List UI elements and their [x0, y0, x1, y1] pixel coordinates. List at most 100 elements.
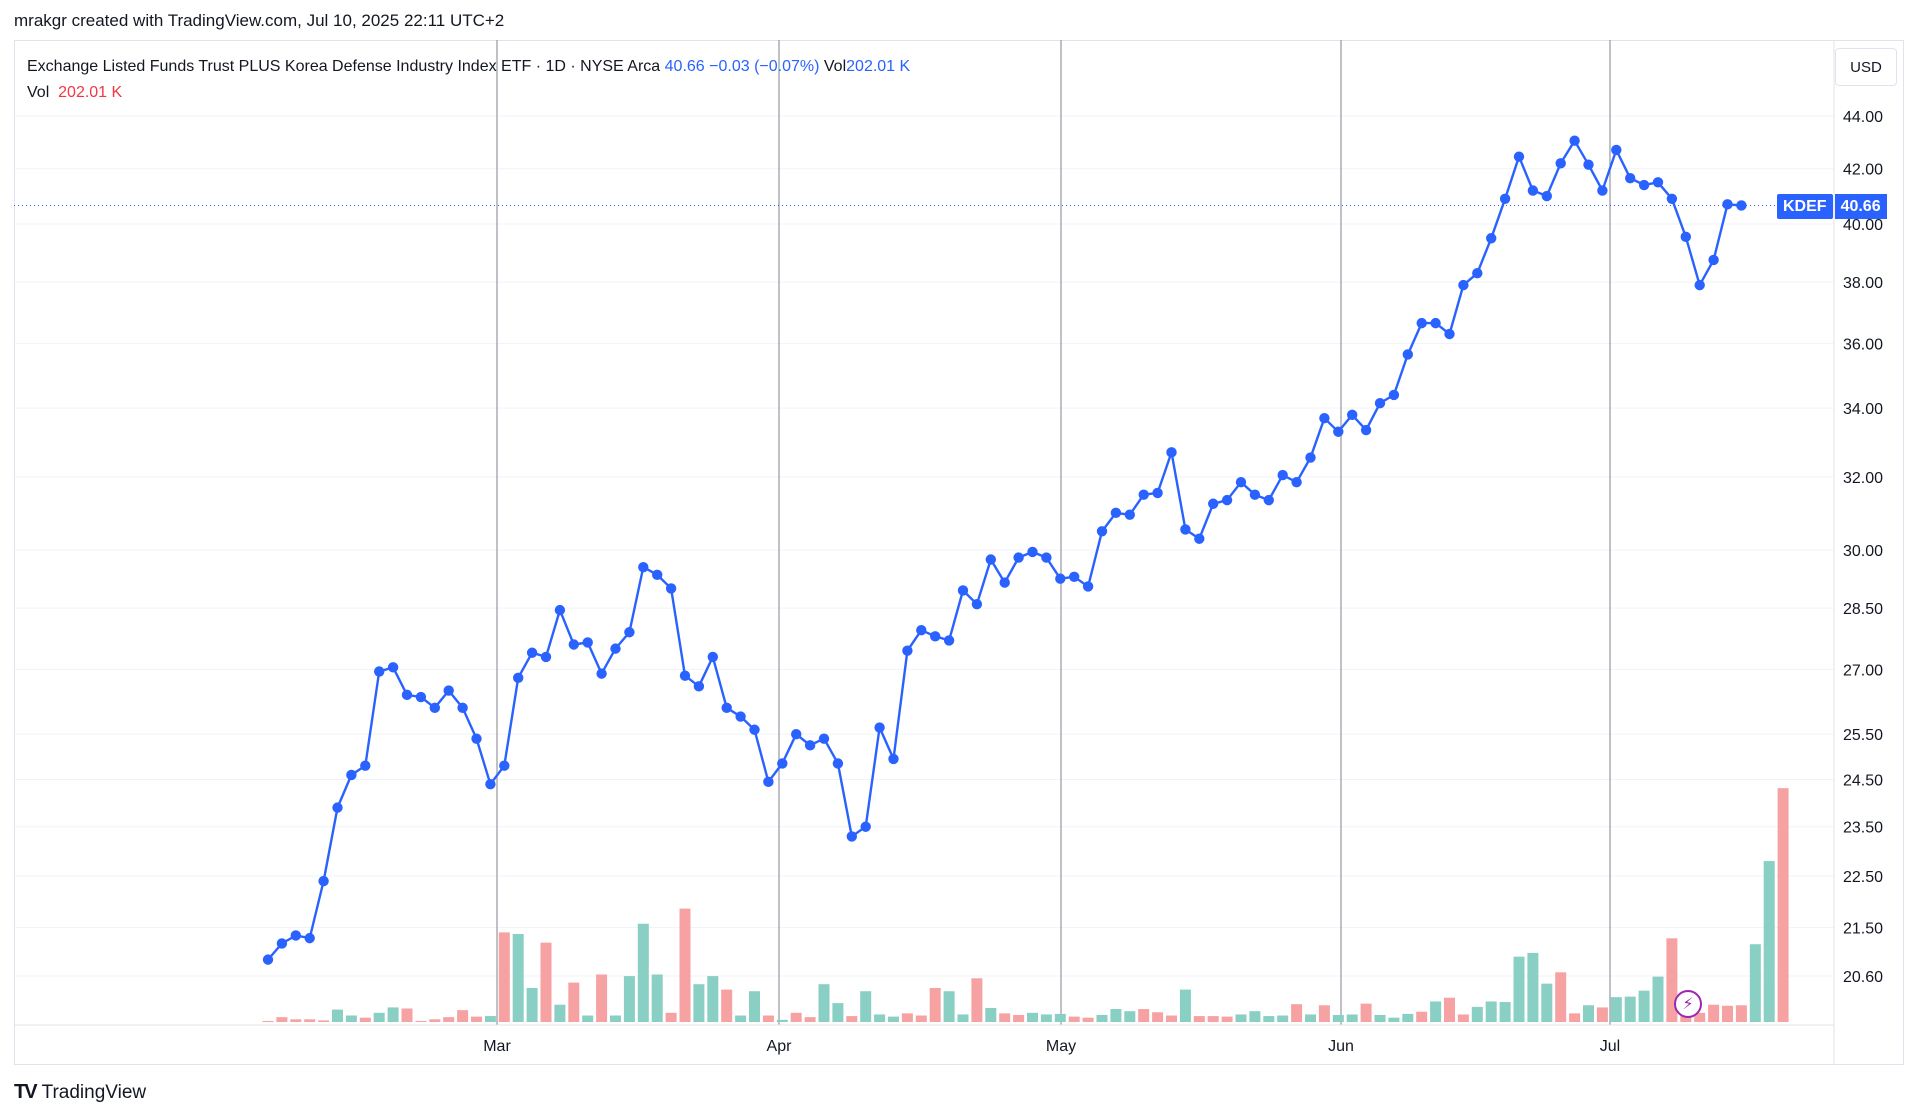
price-point: [443, 685, 454, 696]
y-tick-label: 27.00: [1843, 662, 1883, 679]
volume-bar: [498, 932, 510, 1022]
price-point: [1082, 581, 1094, 592]
volume-bar: [1263, 1016, 1275, 1022]
volume-bar: [985, 1007, 997, 1022]
price-point: [346, 769, 357, 781]
volume-bar: [818, 984, 830, 1022]
price-point: [1527, 185, 1539, 196]
price-point: [1611, 144, 1622, 156]
volume-bar: [762, 1015, 774, 1022]
price-point: [1666, 193, 1678, 204]
volume-bar: [707, 976, 719, 1022]
currency-button[interactable]: USD: [1835, 48, 1897, 86]
price-point: [957, 585, 969, 596]
price-point: [1444, 328, 1455, 340]
volume-bar: [1291, 1004, 1303, 1022]
price-point: [1096, 526, 1108, 537]
volume-bar: [665, 1012, 677, 1022]
price-point: [1597, 185, 1608, 196]
volume-bar: [1596, 1007, 1608, 1022]
volume-bar: [345, 1015, 357, 1022]
legend-change: −0.03 (−0.07%): [709, 58, 820, 75]
price-point: [610, 643, 621, 654]
volume-bar: [1277, 1015, 1289, 1022]
volume-bar: [1471, 1006, 1483, 1022]
price-point: [818, 733, 830, 744]
price-point: [1194, 533, 1205, 544]
volume-bar: [276, 1017, 288, 1022]
price-point: [1263, 494, 1275, 506]
price-point: [985, 554, 996, 565]
price-point: [1374, 397, 1386, 409]
price-tag-symbol: KDEF: [1777, 194, 1833, 219]
volume-bar: [1054, 1013, 1066, 1022]
volume-bar: [387, 1007, 399, 1022]
legend-price: 40.66: [664, 58, 705, 75]
price-point: [1458, 279, 1469, 291]
price-point: [513, 672, 524, 684]
volume-bar: [1610, 997, 1622, 1022]
volume-bar: [915, 1015, 927, 1022]
price-point: [1625, 173, 1636, 184]
volume-bar: [1068, 1016, 1080, 1022]
y-tick-label: 32.00: [1843, 470, 1883, 487]
tradingview-brand[interactable]: TV TradingView: [14, 1081, 146, 1104]
volume-bar: [415, 1020, 427, 1022]
volume-bar: [1235, 1014, 1247, 1022]
price-point: [971, 598, 983, 610]
chart-frame[interactable]: [14, 40, 1904, 1065]
price-point: [1027, 546, 1038, 558]
volume-bar: [1152, 1012, 1164, 1022]
price-point: [1680, 231, 1692, 243]
price-point: [1569, 135, 1580, 146]
price-point: [1555, 158, 1566, 169]
volume-bar: [1763, 861, 1775, 1022]
volume-bar: [999, 1013, 1011, 1022]
y-tick-label: 40.00: [1843, 217, 1883, 234]
volume-bar: [1332, 1014, 1344, 1022]
price-point: [290, 930, 301, 941]
volume-bar: [1527, 952, 1539, 1022]
volume-bar: [1013, 1014, 1025, 1022]
y-tick-label: 24.50: [1843, 773, 1883, 790]
volume-bar: [1138, 1009, 1150, 1022]
price-point: [860, 821, 871, 832]
price-point: [360, 760, 371, 771]
price-point: [1388, 389, 1400, 401]
price-point: [568, 639, 579, 650]
price-point: [749, 724, 760, 735]
volume-bar: [1666, 938, 1678, 1022]
price-point: [888, 753, 899, 765]
volume-bar: [1749, 944, 1761, 1022]
x-tick-label: Jun: [1328, 1038, 1354, 1055]
x-tick-label: Mar: [483, 1038, 511, 1055]
y-tick-label: 23.50: [1843, 820, 1883, 837]
price-tag-value: 40.66: [1834, 194, 1887, 219]
price-point: [1638, 179, 1650, 191]
price-point: [1499, 193, 1511, 204]
volume-bar: [1221, 1016, 1233, 1022]
volume-bar: [401, 1008, 413, 1022]
volume-bar: [457, 1010, 469, 1022]
volume-bar: [721, 989, 733, 1022]
price-point: [276, 938, 288, 949]
price-point: [1069, 571, 1080, 582]
x-tick-label: Apr: [767, 1038, 793, 1055]
legend-line-2: Vol 202.01 K: [27, 80, 910, 106]
lightning-bolt-icon[interactable]: ⚡: [1674, 990, 1702, 1018]
price-point: [1055, 573, 1066, 584]
price-point: [1360, 424, 1372, 436]
volume-bar: [471, 1016, 482, 1022]
volume-bar: [582, 1015, 594, 1022]
volume-bar: [1485, 1001, 1497, 1022]
volume-bar: [804, 1017, 816, 1022]
price-point: [457, 702, 468, 714]
legend-vol-value: 202.01 K: [846, 58, 911, 75]
price-point: [1416, 317, 1427, 329]
price-point: [1347, 409, 1358, 421]
volume-bar: [1735, 1005, 1747, 1022]
price-axis: 44.00 42.00 40.00 38.00 36.00 34.00 32.00 30.00…: [1843, 109, 1883, 986]
price-point: [374, 666, 385, 677]
price-point: [1013, 552, 1024, 563]
